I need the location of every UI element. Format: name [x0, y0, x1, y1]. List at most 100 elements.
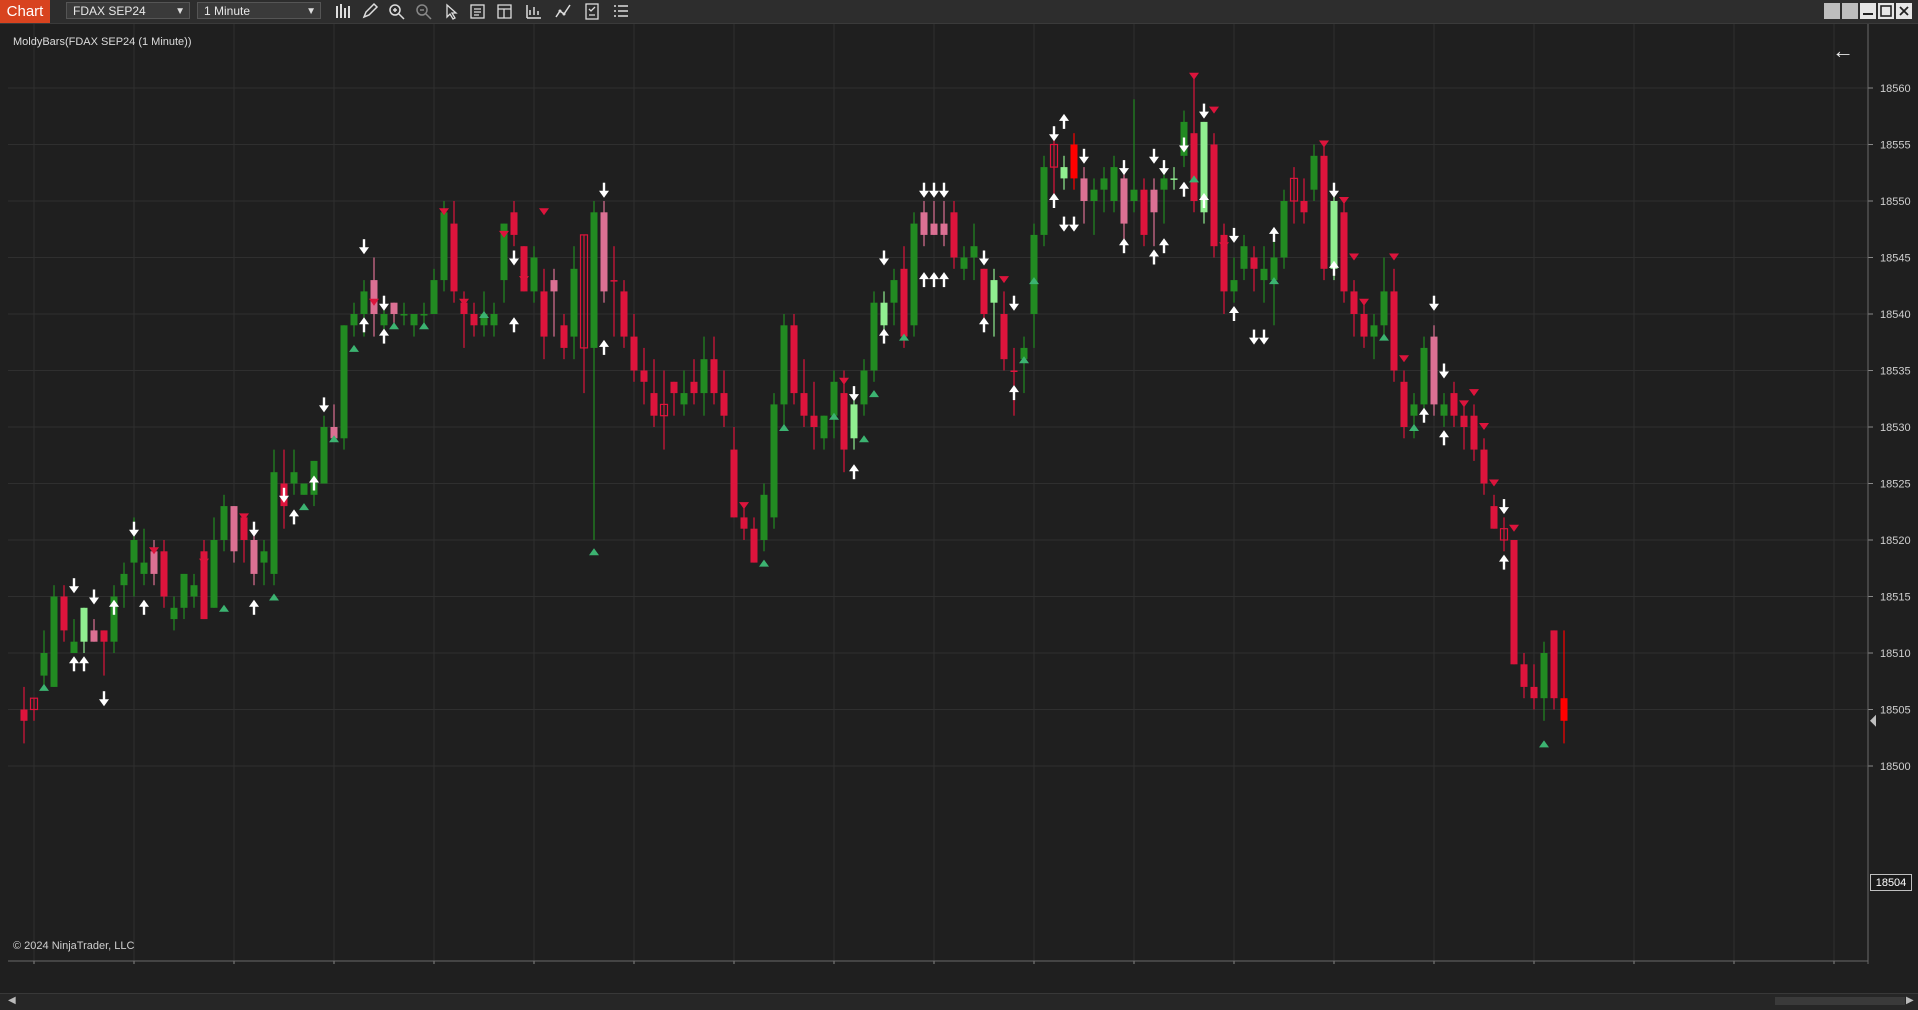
price-tick-label: 18520: [1880, 535, 1911, 547]
candle-body: [1070, 144, 1078, 179]
arrow-head: [379, 328, 389, 336]
candle: [780, 314, 788, 427]
candle: [770, 393, 778, 529]
signal-markers: [39, 72, 1549, 748]
signal-up-arrow: [379, 328, 389, 344]
arrow-head: [1419, 407, 1429, 415]
candle-body: [480, 314, 488, 326]
candle-body: [1090, 189, 1098, 201]
signal-up-arrow: [1159, 238, 1169, 254]
arrow-head: [1199, 193, 1209, 200]
candle: [300, 483, 308, 495]
signal-down-triangle: [199, 558, 209, 566]
arrow-head: [599, 339, 609, 347]
price-axis[interactable]: 18560 18555 18550 18545 18540 18535 18530 18525…: [1867, 24, 1911, 964]
arrow-head: [849, 394, 859, 402]
back-arrow-icon[interactable]: ←: [1832, 38, 1854, 63]
signal-up-arrow: [1499, 554, 1509, 570]
candle-body: [780, 325, 788, 405]
candle: [1350, 280, 1358, 337]
candle: [840, 370, 848, 473]
candle: [1130, 99, 1138, 213]
price-chart[interactable]: 18560 18555 18550 18545 18540 18535 18530 18525…: [0, 24, 1918, 964]
candle: [570, 246, 578, 360]
scroll-right-icon[interactable]: ▶: [1906, 995, 1914, 1006]
candle: [1450, 381, 1458, 427]
instrument-selector[interactable]: FDAX SEP24 ▼: [66, 2, 190, 19]
signal-down-arrow: [1329, 182, 1339, 198]
data-box-icon[interactable]: [468, 2, 488, 21]
arrow-head: [139, 599, 149, 607]
restore-icon[interactable]: [1842, 3, 1858, 19]
signal-down-triangle: [1219, 242, 1229, 250]
signal-down-triangle: [1339, 197, 1349, 204]
zoom-in-icon[interactable]: [387, 2, 407, 21]
zoom-out-icon[interactable]: [414, 2, 434, 21]
arrow-head: [929, 272, 939, 280]
scroll-left-icon[interactable]: ◀: [8, 995, 16, 1006]
candle-body: [1430, 336, 1438, 405]
candle: [540, 268, 548, 360]
signal-down-triangle: [1359, 298, 1369, 306]
candle: [1230, 257, 1238, 303]
horizontal-scrollbar[interactable]: ◀ ▶: [0, 993, 1918, 1010]
candle-body: [1270, 257, 1278, 281]
list-icon[interactable]: [611, 2, 631, 21]
signal-up-triangle: [829, 412, 839, 420]
tile-icon[interactable]: [1824, 3, 1840, 19]
arrow-head: [1049, 134, 1059, 142]
candle-body: [1400, 381, 1408, 427]
scrollbar-thumb[interactable]: [1775, 997, 1905, 1005]
candle-body: [260, 551, 268, 563]
interval-selector[interactable]: 1 Minute ▼: [197, 2, 321, 19]
candle: [210, 517, 218, 608]
candle-body: [1560, 698, 1568, 721]
signal-down-arrow: [1429, 295, 1439, 311]
signal-up-arrow: [139, 599, 149, 615]
draw-pencil-icon[interactable]: [360, 2, 380, 21]
candle: [1360, 302, 1368, 348]
chart-trader-icon[interactable]: [495, 2, 515, 21]
candle-body: [430, 280, 438, 314]
signal-up-arrow: [1439, 430, 1449, 446]
signal-up-arrow: [309, 475, 319, 491]
candle: [1080, 167, 1088, 224]
arrow-head: [89, 597, 99, 605]
arrow-head: [1069, 224, 1079, 232]
candle-body: [90, 630, 98, 642]
time-axis[interactable]: 08:1008:2008:3008:4008:5009:0009:1009:20…: [8, 960, 1868, 964]
candle-body: [950, 212, 958, 258]
minimize-icon[interactable]: [1860, 3, 1876, 19]
candle: [720, 370, 728, 427]
candle: [120, 562, 128, 608]
strategies-icon[interactable]: [553, 2, 573, 21]
signal-down-triangle: [1209, 106, 1219, 114]
bars-type-icon[interactable]: [333, 2, 353, 21]
signal-up-arrow: [1329, 260, 1339, 276]
candle: [80, 607, 88, 653]
chart-tab[interactable]: Chart: [0, 0, 50, 23]
pointer-icon[interactable]: [441, 2, 461, 21]
candle-body: [980, 268, 988, 314]
candle-body: [1030, 234, 1038, 314]
candle-body: [1010, 370, 1018, 372]
candle-body: [530, 257, 538, 292]
signal-down-triangle: [1459, 400, 1469, 408]
properties-icon[interactable]: [582, 2, 602, 21]
arrow-head: [1009, 303, 1019, 311]
candle: [29, 697, 39, 721]
candle: [1370, 314, 1378, 360]
signal-down-arrow: [1179, 137, 1189, 153]
arrow-head: [939, 272, 949, 280]
signal-up-triangle: [1409, 424, 1419, 431]
close-icon[interactable]: [1896, 3, 1912, 19]
candle: [340, 325, 348, 450]
candle: [1010, 347, 1018, 416]
signal-up-arrow: [939, 272, 949, 288]
candle-body: [1080, 178, 1088, 201]
indicators-icon[interactable]: [524, 2, 544, 21]
maximize-icon[interactable]: [1878, 3, 1894, 19]
signal-up-triangle: [899, 333, 909, 341]
candle: [1310, 144, 1318, 201]
candle-body: [740, 517, 748, 529]
